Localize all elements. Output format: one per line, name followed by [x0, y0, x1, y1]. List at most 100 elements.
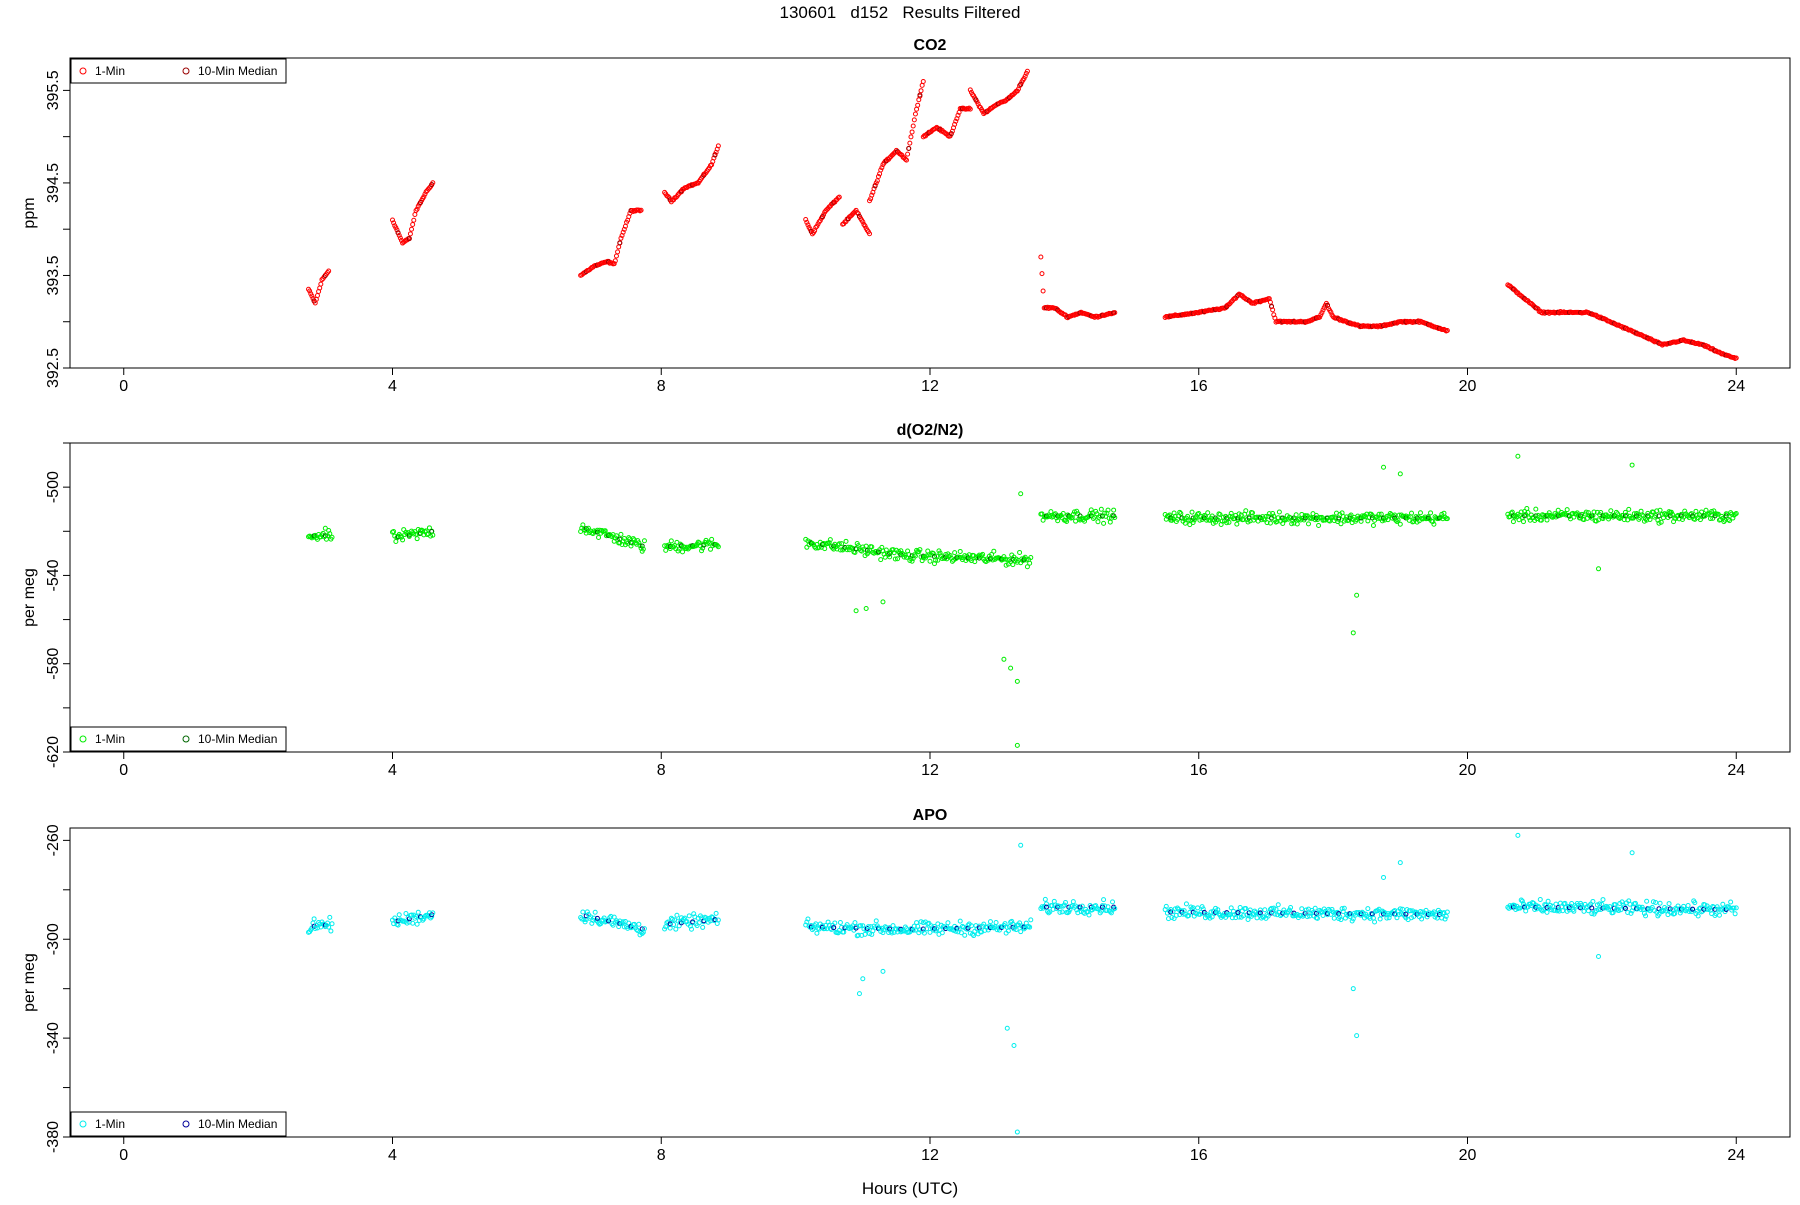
- data-point: [1672, 910, 1678, 916]
- x-tick-label: 4: [388, 378, 397, 395]
- data-point: [993, 920, 999, 926]
- data-point: [914, 106, 920, 112]
- data-point: [1047, 513, 1053, 519]
- data-point: [709, 536, 715, 542]
- data-point: [426, 525, 432, 531]
- data-point: [1606, 906, 1612, 912]
- data-point: [1685, 902, 1691, 908]
- data-point: [641, 538, 647, 544]
- data-point: [1730, 515, 1736, 521]
- data-point: [1238, 512, 1244, 518]
- data-point: [1695, 913, 1701, 919]
- data-point: [715, 917, 721, 923]
- data-point: [411, 217, 417, 223]
- median-point: [1690, 906, 1696, 912]
- data-point: [1061, 902, 1067, 908]
- data-point: [411, 531, 417, 537]
- data-point: [671, 922, 677, 928]
- data-point: [1038, 254, 1044, 260]
- y-axis-label: per meg: [21, 568, 38, 627]
- outlier-point: [1354, 592, 1360, 598]
- data-point: [1062, 899, 1068, 905]
- data-point: [855, 932, 861, 938]
- data-point: [1107, 909, 1113, 915]
- data-point: [1074, 508, 1080, 514]
- data-point: [589, 920, 595, 926]
- data-point: [1400, 906, 1406, 912]
- data-point: [1417, 909, 1423, 915]
- data-point: [1538, 907, 1544, 913]
- data-point: [1186, 517, 1192, 523]
- data-point: [1658, 519, 1664, 525]
- data-point: [1666, 901, 1672, 907]
- data-point: [1694, 512, 1700, 518]
- data-point: [1547, 902, 1553, 908]
- data-point: [850, 923, 856, 929]
- legend-swatch: [79, 1120, 87, 1128]
- data-point: [1215, 517, 1221, 523]
- data-point: [1276, 509, 1282, 515]
- data-point: [965, 922, 971, 928]
- data-point: [958, 930, 964, 936]
- data-point: [307, 288, 313, 294]
- data-point: [1183, 901, 1189, 907]
- data-point: [1073, 518, 1079, 524]
- data-point: [1339, 906, 1345, 912]
- data-point: [618, 531, 624, 537]
- data-point: [1017, 920, 1023, 926]
- data-point: [414, 206, 420, 212]
- legend-swatch: [182, 735, 190, 743]
- outlier-point: [1381, 874, 1387, 880]
- data-point: [1597, 901, 1603, 907]
- data-point: [980, 551, 986, 557]
- data-point: [1709, 508, 1715, 514]
- outlier-point: [1515, 832, 1521, 838]
- data-point: [615, 249, 621, 255]
- data-point: [1727, 518, 1733, 524]
- x-tick-label: 8: [657, 1147, 666, 1164]
- data-point: [329, 921, 335, 927]
- median-point: [395, 230, 401, 236]
- data-point: [329, 534, 335, 540]
- data-point: [809, 540, 815, 546]
- data-point: [620, 229, 626, 235]
- x-tick-label: 20: [1459, 378, 1477, 395]
- data-point: [1590, 898, 1596, 904]
- data-point: [858, 923, 864, 929]
- data-point: [1308, 515, 1314, 521]
- data-point: [1243, 508, 1249, 514]
- data-point: [1320, 912, 1326, 918]
- data-point: [412, 211, 418, 217]
- data-point: [822, 546, 828, 552]
- data-point: [1394, 518, 1400, 524]
- data-point: [1098, 506, 1104, 512]
- data-point: [1596, 907, 1602, 913]
- data-point: [1270, 511, 1276, 517]
- median-point: [1055, 904, 1061, 910]
- median-point: [853, 546, 859, 552]
- data-point: [421, 194, 427, 200]
- data-point: [579, 916, 585, 922]
- data-point: [1583, 509, 1589, 515]
- data-point: [1013, 927, 1019, 933]
- data-point: [1068, 904, 1074, 910]
- data-point: [1329, 906, 1335, 912]
- y-tick-label: -260: [45, 824, 62, 856]
- data-point: [937, 550, 943, 556]
- data-point: [696, 540, 702, 546]
- data-point: [391, 529, 397, 535]
- data-point: [673, 926, 679, 932]
- data-point: [639, 931, 645, 937]
- data-point: [410, 920, 416, 926]
- data-point: [607, 915, 613, 921]
- median-point: [887, 926, 893, 932]
- x-tick-label: 8: [657, 378, 666, 395]
- data-point: [1017, 549, 1023, 555]
- data-point: [1657, 507, 1663, 513]
- data-point: [1289, 521, 1295, 527]
- data-point: [879, 165, 885, 171]
- data-point: [1064, 518, 1070, 524]
- data-point: [1554, 512, 1560, 518]
- data-point: [1627, 901, 1633, 907]
- data-point: [852, 920, 858, 926]
